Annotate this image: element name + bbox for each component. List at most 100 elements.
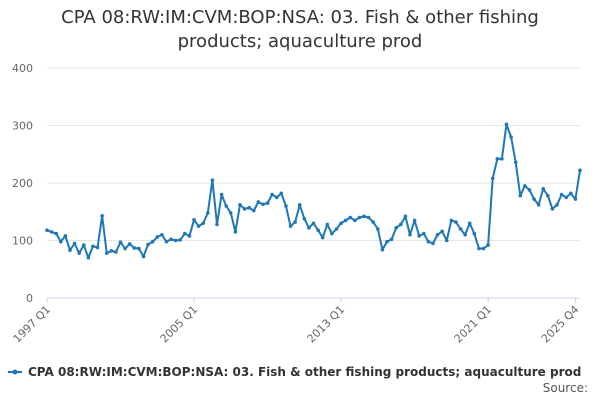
data-point[interactable]	[394, 226, 399, 230]
data-point[interactable]	[509, 135, 513, 139]
data-point[interactable]	[504, 122, 509, 127]
data-point[interactable]	[417, 234, 421, 238]
data-point[interactable]	[421, 231, 426, 236]
data-point[interactable]	[114, 250, 118, 254]
data-point[interactable]	[399, 222, 403, 227]
data-point[interactable]	[523, 184, 527, 188]
data-point[interactable]	[100, 213, 104, 218]
data-point[interactable]	[288, 224, 293, 228]
data-point[interactable]	[164, 239, 169, 244]
data-point[interactable]	[311, 221, 316, 226]
data-point[interactable]	[536, 203, 541, 207]
data-point[interactable]	[444, 238, 449, 243]
data-point[interactable]	[118, 240, 123, 245]
data-point[interactable]	[279, 191, 284, 196]
data-point[interactable]	[77, 251, 81, 255]
data-point[interactable]	[490, 176, 495, 181]
data-point[interactable]	[325, 222, 330, 227]
data-point[interactable]	[178, 238, 183, 242]
data-point[interactable]	[343, 218, 348, 223]
data-point[interactable]	[527, 188, 532, 192]
data-point[interactable]	[81, 243, 86, 247]
data-point[interactable]	[68, 248, 72, 253]
data-point[interactable]	[192, 218, 196, 222]
data-point[interactable]	[435, 232, 440, 237]
data-point[interactable]	[513, 160, 518, 165]
data-point[interactable]	[247, 205, 251, 210]
data-point[interactable]	[137, 246, 141, 251]
data-point[interactable]	[330, 231, 334, 236]
data-point[interactable]	[353, 218, 357, 223]
data-point[interactable]	[86, 255, 91, 260]
data-point[interactable]	[389, 237, 394, 242]
data-point[interactable]	[385, 239, 389, 244]
data-point[interactable]	[412, 218, 417, 223]
data-point[interactable]	[454, 220, 458, 224]
data-point[interactable]	[297, 203, 302, 207]
data-point[interactable]	[63, 234, 68, 238]
data-point[interactable]	[219, 192, 224, 197]
data-point[interactable]	[316, 228, 320, 232]
data-point[interactable]	[265, 201, 270, 205]
data-point[interactable]	[210, 178, 215, 182]
data-point[interactable]	[91, 244, 95, 249]
data-point[interactable]	[155, 235, 160, 239]
data-point[interactable]	[500, 157, 504, 161]
data-point[interactable]	[132, 246, 137, 250]
data-point[interactable]	[458, 227, 463, 231]
data-point[interactable]	[518, 193, 523, 198]
data-point[interactable]	[495, 157, 500, 161]
data-point[interactable]	[559, 192, 564, 197]
data-point[interactable]	[150, 239, 155, 244]
data-point[interactable]	[440, 229, 444, 234]
data-point[interactable]	[49, 230, 54, 234]
data-point[interactable]	[573, 197, 578, 201]
data-point[interactable]	[215, 222, 219, 227]
data-point[interactable]	[123, 246, 127, 251]
data-point[interactable]	[477, 246, 481, 251]
data-point[interactable]	[339, 221, 343, 226]
data-point[interactable]	[376, 227, 380, 231]
data-point[interactable]	[569, 191, 573, 196]
data-point[interactable]	[95, 245, 100, 250]
data-point[interactable]	[555, 203, 559, 207]
data-point[interactable]	[486, 243, 490, 247]
data-point[interactable]	[196, 224, 201, 228]
data-point[interactable]	[532, 197, 536, 201]
data-point[interactable]	[238, 203, 242, 207]
data-point[interactable]	[362, 214, 366, 219]
data-point[interactable]	[58, 239, 63, 244]
data-point[interactable]	[146, 242, 150, 247]
data-point[interactable]	[302, 216, 307, 221]
data-point[interactable]	[54, 231, 58, 236]
data-point[interactable]	[426, 239, 431, 244]
data-point[interactable]	[467, 221, 472, 226]
data-point[interactable]	[201, 221, 206, 226]
data-point[interactable]	[104, 251, 109, 255]
data-point[interactable]	[206, 211, 210, 215]
data-point[interactable]	[173, 238, 178, 243]
data-point[interactable]	[550, 207, 555, 211]
data-point[interactable]	[72, 241, 77, 246]
data-point[interactable]	[578, 168, 582, 173]
data-point[interactable]	[481, 246, 486, 251]
data-point[interactable]	[541, 186, 546, 191]
data-point[interactable]	[233, 230, 238, 234]
data-point[interactable]	[472, 231, 477, 236]
data-point[interactable]	[242, 207, 247, 211]
data-point[interactable]	[274, 195, 279, 200]
data-point[interactable]	[366, 215, 371, 220]
legend[interactable]: CPA 08:RW:IM:CVM:BOP:NSA: 03. Fish & oth…	[8, 365, 581, 379]
data-point[interactable]	[307, 226, 311, 230]
data-point[interactable]	[270, 192, 274, 197]
data-point[interactable]	[334, 227, 339, 231]
data-point[interactable]	[546, 193, 550, 198]
data-point[interactable]	[141, 254, 146, 259]
data-point[interactable]	[380, 247, 385, 252]
data-point[interactable]	[224, 204, 228, 208]
data-point[interactable]	[251, 208, 256, 213]
data-point[interactable]	[357, 215, 362, 220]
data-point[interactable]	[431, 241, 435, 246]
data-point[interactable]	[463, 232, 467, 237]
data-point[interactable]	[564, 195, 569, 200]
